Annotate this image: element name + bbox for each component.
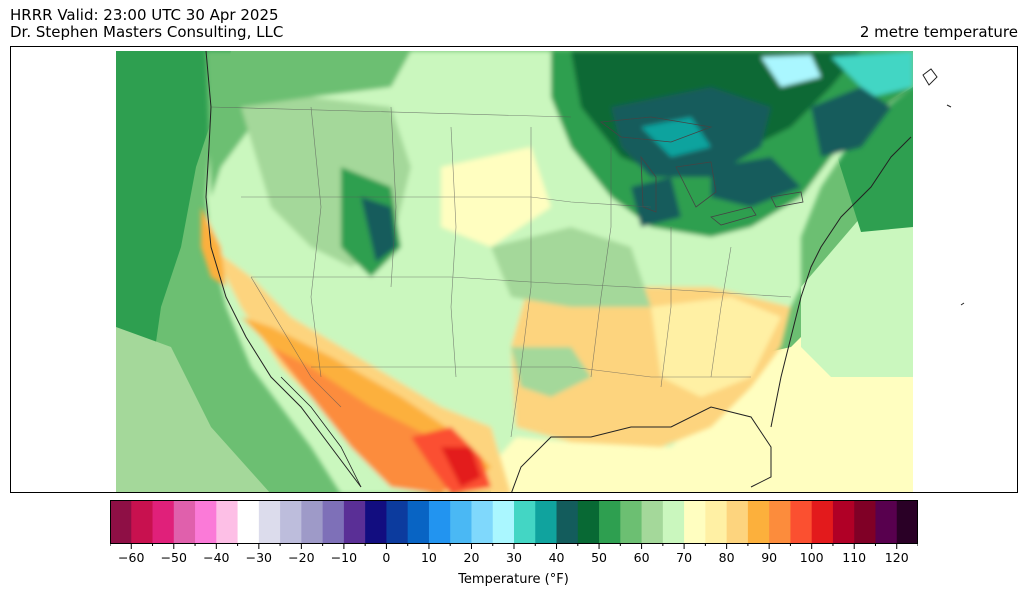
land-temperature-field	[201, 51, 913, 492]
great-lakes-outline	[599, 116, 804, 226]
colorbar-swatch	[237, 500, 260, 544]
island-outline	[960, 302, 965, 306]
colorbar-tick-label: 80	[718, 550, 735, 565]
map-title: HRRR Valid: 23:00 UTC 30 Apr 2025 Dr. St…	[10, 7, 283, 41]
atlantic-mid	[801, 197, 913, 377]
colorbar-swatch	[386, 500, 409, 544]
colorbar-swatch	[875, 500, 898, 544]
colorbar-swatch	[769, 500, 791, 544]
colorbar-tick-label: −30	[245, 550, 273, 565]
title-line-valid-time: HRRR Valid: 23:00 UTC 30 Apr 2025	[10, 6, 279, 24]
temperature-map	[10, 46, 1018, 493]
field-name-label: 2 metre temperature	[859, 23, 1018, 41]
colorbar-tick-label: −10	[330, 550, 358, 565]
colorbar-swatch	[811, 500, 834, 544]
colorbar-swatch	[832, 500, 855, 544]
colorbar-tick-label: −60	[118, 550, 145, 565]
colorbar-tick-label: 100	[799, 550, 824, 565]
map-canvas	[116, 51, 965, 492]
colorbar-swatch	[705, 500, 728, 544]
colorbar-swatch	[343, 500, 366, 544]
colorbar-swatch	[577, 500, 600, 544]
colorbar-tick-label: 90	[761, 550, 778, 565]
colorbar-tick-label: 110	[842, 550, 867, 565]
colorbar-swatch	[556, 500, 579, 544]
pacific-south-band	[116, 327, 270, 492]
colorbar-ticks	[110, 543, 918, 549]
colorbar-tick-label: −20	[288, 550, 315, 565]
colorbar-swatch	[599, 500, 621, 544]
colorbar-tick-label: −50	[160, 550, 187, 565]
colorbar-tick-label: 40	[548, 550, 565, 565]
colorbar-label: Temperature (°F)	[458, 572, 569, 587]
model-domain	[116, 51, 913, 492]
colorbar-swatch	[365, 500, 387, 544]
colorbar-tick-label: 10	[420, 550, 437, 565]
colorbar-swatch	[790, 500, 813, 544]
coastlines	[205, 51, 912, 492]
colorbar-tick-label: 70	[676, 550, 693, 565]
colorbar-swatch	[747, 500, 770, 544]
colorbar-tick-label: −40	[203, 550, 230, 565]
colorbar-swatch	[173, 500, 196, 544]
colorbar-tick-label: 30	[506, 550, 522, 565]
colorbar-swatch	[620, 500, 643, 544]
colorbar-tick-label: 0	[382, 550, 391, 565]
colorbar-swatch	[854, 500, 876, 544]
island-outline	[922, 68, 938, 86]
colorbar-swatches	[110, 500, 919, 544]
colorbar-tick-label: 20	[463, 550, 480, 565]
colorbar-swatch	[152, 500, 175, 544]
colorbar-swatch	[280, 500, 302, 544]
state-borders	[210, 106, 792, 438]
colorbar-swatch	[407, 500, 430, 544]
island-outline	[946, 104, 952, 108]
colorbar-swatch	[301, 500, 324, 544]
colorbar-swatch	[428, 500, 451, 544]
colorbar-swatch	[195, 500, 217, 544]
colorbar-swatch	[322, 500, 345, 544]
colorbar-swatch	[641, 500, 664, 544]
colorbar-swatch	[896, 500, 919, 544]
colorbar-tick-label: 120	[884, 550, 909, 565]
colorbar	[110, 500, 919, 544]
colorbar-swatch	[726, 500, 749, 544]
colorbar-swatch	[110, 500, 132, 544]
colorbar-tick-label: 50	[591, 550, 607, 565]
colorbar-swatch	[662, 500, 685, 544]
colorbar-swatch	[131, 500, 154, 544]
atlantic-north	[831, 87, 913, 232]
colorbar-swatch	[535, 500, 558, 544]
colorbar-swatch	[471, 500, 494, 544]
title-line-author: Dr. Stephen Masters Consulting, LLC	[10, 23, 284, 41]
colorbar-swatch	[514, 500, 536, 544]
pacific-far-band	[116, 51, 231, 407]
colorbar-swatch	[492, 500, 515, 544]
colorbar-swatch	[684, 500, 706, 544]
colorbar-tick-label: 60	[633, 550, 650, 565]
colorbar-swatch	[216, 500, 239, 544]
colorbar-swatch	[450, 500, 472, 544]
colorbar-swatch	[258, 500, 281, 544]
